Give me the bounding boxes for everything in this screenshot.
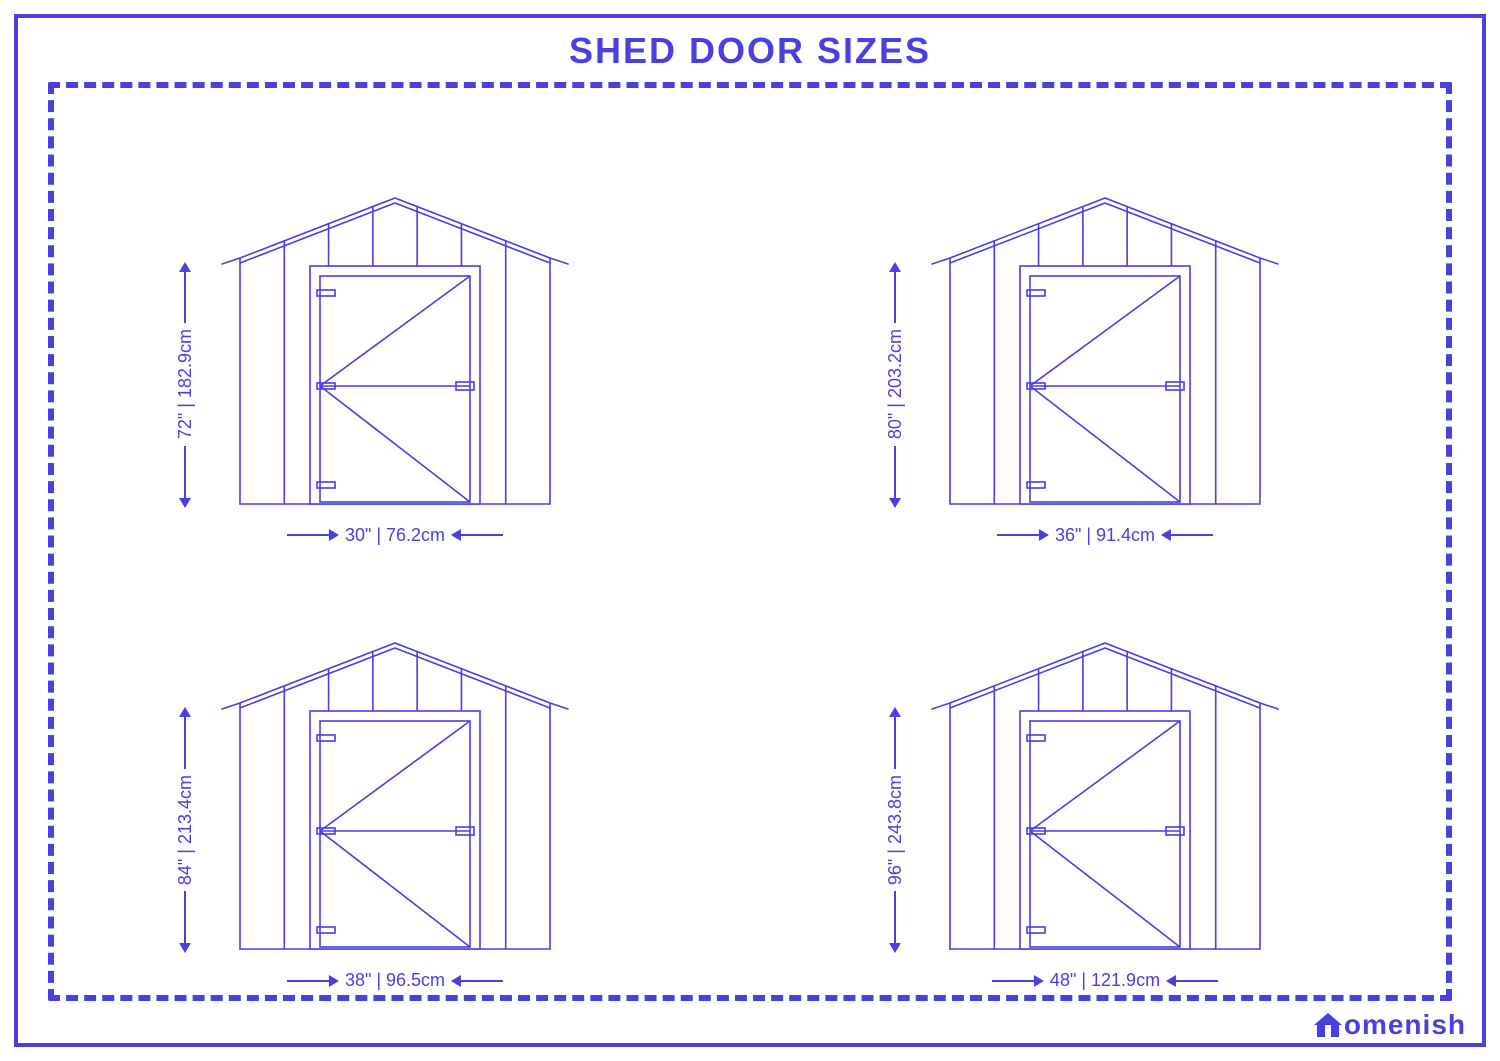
width-dimension: 30" | 76.2cm [287, 525, 503, 546]
shed-drawing [210, 631, 580, 951]
arrow-left-icon [997, 534, 1047, 536]
height-dimension: 80" | 203.2cm [878, 264, 912, 506]
height-dimension: 72" | 182.9cm [168, 264, 202, 506]
page-title: SHED DOOR SIZES [0, 30, 1500, 72]
shed-wrap: 84" | 213.4cm [210, 631, 580, 951]
height-dimension: 84" | 213.4cm [168, 709, 202, 951]
shed-wrap: 96" | 243.8cm [920, 631, 1290, 951]
shed-cell: 72" | 182.9cm [120, 120, 670, 506]
width-dimension: 38" | 96.5cm [287, 970, 503, 991]
arrow-left-icon [992, 980, 1042, 982]
height-label: 96" | 243.8cm [885, 769, 906, 891]
brand-logo: omenish [1314, 1009, 1466, 1041]
arrow-left-icon [287, 534, 337, 536]
shed-cell: 84" | 213.4cm [120, 566, 670, 952]
height-label: 84" | 213.4cm [175, 769, 196, 891]
width-label: 38" | 96.5cm [345, 970, 445, 991]
height-dimension: 96" | 243.8cm [878, 709, 912, 951]
height-label: 80" | 203.2cm [885, 323, 906, 445]
arrow-left-icon [287, 980, 337, 982]
arrow-right-icon [1163, 534, 1213, 536]
width-label: 48" | 121.9cm [1050, 970, 1160, 991]
shed-wrap: 80" | 203.2cm [920, 186, 1290, 506]
shed-wrap: 72" | 182.9cm [210, 186, 580, 506]
brand-text: omenish [1344, 1009, 1466, 1041]
shed-drawing [920, 631, 1290, 951]
shed-cell: 96" | 243.8cm [830, 566, 1380, 952]
width-label: 36" | 91.4cm [1055, 525, 1155, 546]
height-label: 72" | 182.9cm [175, 323, 196, 445]
width-label: 30" | 76.2cm [345, 525, 445, 546]
width-dimension: 48" | 121.9cm [992, 970, 1218, 991]
arrow-right-icon [453, 534, 503, 536]
shed-cell: 80" | 203.2cm [830, 120, 1380, 506]
shed-drawing [210, 186, 580, 506]
shed-grid: 72" | 182.9cm [120, 120, 1380, 951]
shed-drawing [920, 186, 1290, 506]
width-dimension: 36" | 91.4cm [997, 525, 1213, 546]
arrow-right-icon [453, 980, 503, 982]
house-icon [1314, 1013, 1342, 1037]
arrow-right-icon [1168, 980, 1218, 982]
